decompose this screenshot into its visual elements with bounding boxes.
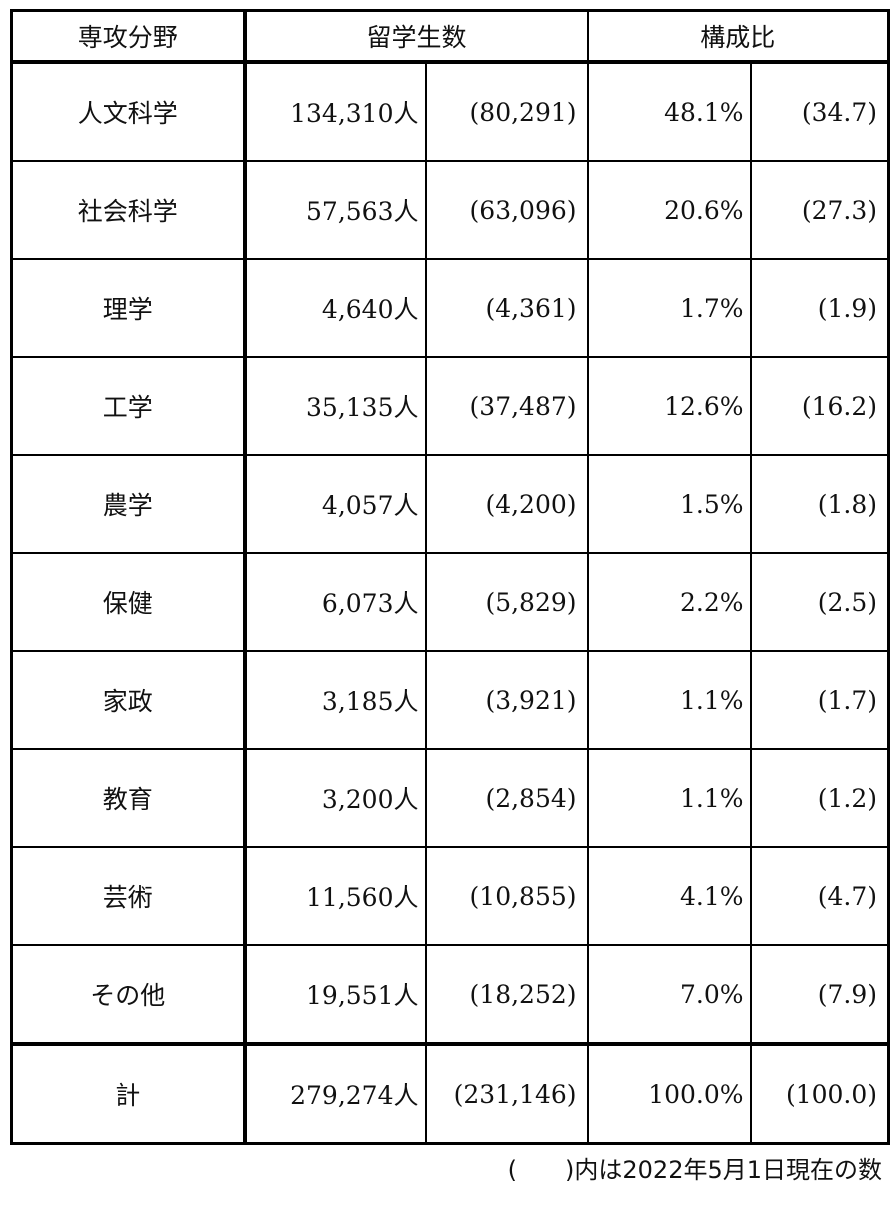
ratio-cell: 100.0% — [586, 1042, 752, 1145]
prev-ratio-cell: (1.9) — [749, 258, 890, 358]
table-row: 家政 3,185人 (3,921) 1.1% (1.7) — [10, 650, 890, 750]
prev-ratio-cell: (27.3) — [749, 160, 890, 260]
ratio-cell: 7.0% — [586, 944, 752, 1045]
prev-ratio-cell: (34.7) — [749, 61, 890, 162]
table-row: 工学 35,135人 (37,487) 12.6% (16.2) — [10, 356, 890, 456]
field-cell: その他 — [10, 944, 247, 1045]
prev-ratio-cell: (1.7) — [749, 650, 890, 750]
prev-ratio-cell: (1.8) — [749, 454, 890, 554]
header-ratio: 構成比 — [586, 9, 890, 64]
header-students: 留学生数 — [243, 9, 589, 64]
table-row: 人文科学 134,310人 (80,291) 48.1% (34.7) — [10, 61, 890, 162]
students-cell: 6,073人 — [243, 552, 427, 652]
field-cell: 工学 — [10, 356, 247, 456]
field-cell: 家政 — [10, 650, 247, 750]
ratio-cell: 1.1% — [586, 748, 752, 848]
field-cell: 人文科学 — [10, 61, 247, 162]
prev-students-cell: (231,146) — [424, 1042, 589, 1145]
prev-ratio-cell: (16.2) — [749, 356, 890, 456]
table-row: 芸術 11,560人 (10,855) 4.1% (4.7) — [10, 846, 890, 946]
prev-ratio-cell: (2.5) — [749, 552, 890, 652]
prev-ratio-cell: (100.0) — [749, 1042, 890, 1145]
prev-students-cell: (63,096) — [424, 160, 589, 260]
field-cell: 社会科学 — [10, 160, 247, 260]
prev-ratio-cell: (1.2) — [749, 748, 890, 848]
table-row: 教育 3,200人 (2,854) 1.1% (1.2) — [10, 748, 890, 848]
prev-students-cell: (4,200) — [424, 454, 589, 554]
header-row: 専攻分野 留学生数 構成比 — [10, 9, 890, 64]
table-body: 人文科学 134,310人 (80,291) 48.1% (34.7) 社会科学 57,56… — [10, 61, 890, 1145]
ratio-cell: 12.6% — [586, 356, 752, 456]
prev-students-cell: (2,854) — [424, 748, 589, 848]
table-row: 農学 4,057人 (4,200) 1.5% (1.8) — [10, 454, 890, 554]
table-row: その他 19,551人 (18,252) 7.0% (7.9) — [10, 944, 890, 1045]
prev-students-cell: (10,855) — [424, 846, 589, 946]
prev-ratio-cell: (7.9) — [749, 944, 890, 1045]
footnote: ( )内は2022年5月1日現在の数 — [507, 1156, 882, 1184]
table-row: 保健 6,073人 (5,829) 2.2% (2.5) — [10, 552, 890, 652]
ratio-cell: 48.1% — [586, 61, 752, 162]
students-by-field-table: 専攻分野 留学生数 構成比 人文科学 134,310人 (80,291) 48.1%(… — [10, 9, 891, 1145]
students-cell: 4,640人 — [243, 258, 427, 358]
students-cell: 57,563人 — [243, 160, 427, 260]
prev-students-cell: (18,252) — [424, 944, 589, 1045]
prev-students-cell: (37,487) — [424, 356, 589, 456]
prev-ratio-cell: (4.7) — [749, 846, 890, 946]
students-cell: 3,200人 — [243, 748, 427, 848]
prev-students-cell: (80,291) — [424, 61, 589, 162]
students-cell: 19,551人 — [243, 944, 427, 1045]
field-cell: 理学 — [10, 258, 247, 358]
prev-students-cell: (5,829) — [424, 552, 589, 652]
field-cell: 教育 — [10, 748, 247, 848]
table-row: 理学 4,640人 (4,361) 1.7% (1.9) — [10, 258, 890, 358]
students-cell: 279,274人 — [243, 1042, 427, 1145]
header-field: 専攻分野 — [10, 9, 247, 64]
ratio-cell: 1.1% — [586, 650, 752, 750]
field-cell: 芸術 — [10, 846, 247, 946]
ratio-cell: 20.6% — [586, 160, 752, 260]
ratio-cell: 1.7% — [586, 258, 752, 358]
students-cell: 35,135人 — [243, 356, 427, 456]
prev-students-cell: (4,361) — [424, 258, 589, 358]
field-cell: 計 — [10, 1042, 247, 1145]
ratio-cell: 4.1% — [586, 846, 752, 946]
field-cell: 農学 — [10, 454, 247, 554]
students-cell: 3,185人 — [243, 650, 427, 750]
students-cell: 134,310人 — [243, 61, 427, 162]
prev-students-cell: (3,921) — [424, 650, 589, 750]
ratio-cell: 2.2% — [586, 552, 752, 652]
total-row: 計 279,274人 (231,146) 100.0% (100.0) — [10, 1042, 890, 1145]
ratio-cell: 1.5% — [586, 454, 752, 554]
table-row: 社会科学 57,563人 (63,096) 20.6% (27.3) — [10, 160, 890, 260]
students-cell: 4,057人 — [243, 454, 427, 554]
field-cell: 保健 — [10, 552, 247, 652]
students-cell: 11,560人 — [243, 846, 427, 946]
